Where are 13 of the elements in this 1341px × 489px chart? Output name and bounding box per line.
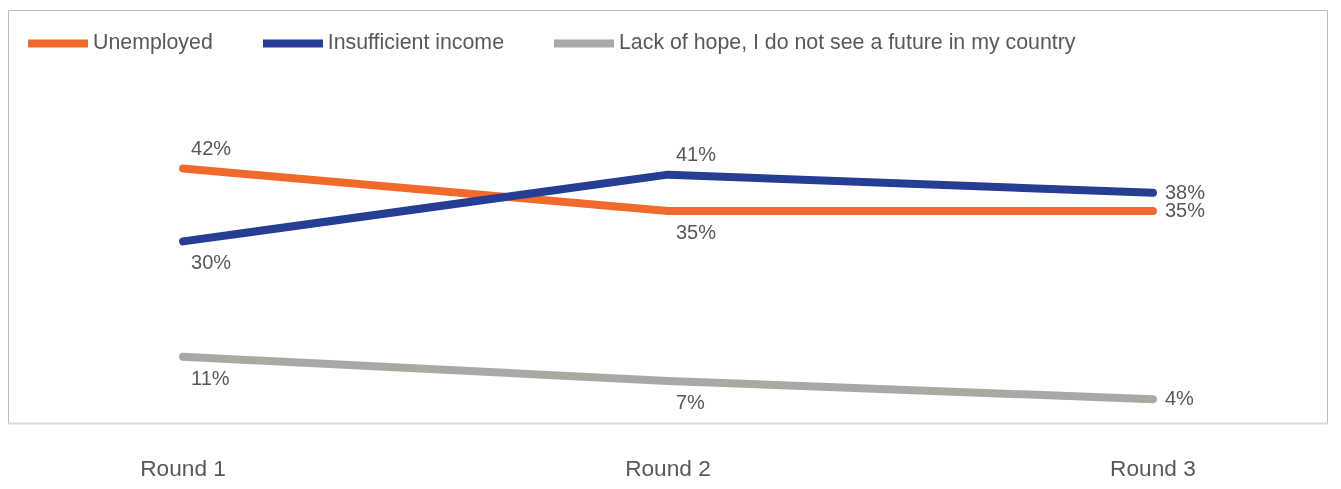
legend-label: Lack of hope, I do not see a future in my country (619, 30, 1076, 55)
data-label: 11% (191, 366, 230, 389)
data-label: 30% (191, 251, 232, 274)
data-label: 4% (1164, 387, 1195, 410)
x-tick-label: Round 3 (1110, 454, 1196, 481)
legend-label: Insufficient income (327, 30, 504, 55)
data-label: 41% (676, 142, 717, 165)
x-tick-label: Round 2 (625, 454, 711, 481)
x-tick-label: Round 1 (140, 454, 226, 481)
data-label: 7% (676, 391, 706, 414)
legend-label: Unemployed (93, 30, 213, 55)
data-label: 42% (191, 136, 232, 159)
data-label: 35% (676, 221, 717, 244)
